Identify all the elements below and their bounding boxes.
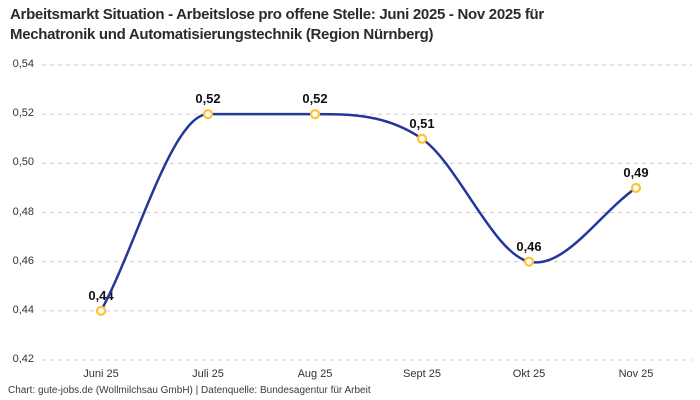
y-tick-label: 0,48 — [12, 205, 34, 218]
y-tick-label: 0,44 — [12, 303, 34, 316]
chart-attribution: Chart: gute-jobs.de (Wollmilchsau GmbH) … — [8, 385, 371, 396]
x-axis-label: Juni 25 — [83, 368, 119, 380]
x-axis-label: Nov 25 — [618, 368, 654, 380]
data-point-marker — [416, 133, 428, 144]
y-tick-label: 0,46 — [12, 254, 34, 267]
y-tick-label: 0,54 — [12, 58, 34, 70]
data-point-marker — [523, 256, 535, 267]
data-point-marker — [630, 182, 642, 194]
y-tick-label: 0,50 — [12, 156, 34, 169]
chart-title-line1: Arbeitsmarkt Situation - Arbeitslose pro… — [10, 6, 544, 23]
data-point-marker — [309, 109, 321, 120]
point-value-label: 0,52 — [302, 91, 328, 107]
x-axis-label: Juli 25 — [192, 368, 224, 380]
x-axis-label: Aug 25 — [297, 368, 333, 380]
x-axis-label: Okt 25 — [512, 368, 546, 380]
y-tick-label: 0,42 — [12, 353, 34, 365]
chart-title: Arbeitsmarkt Situation - Arbeitslose pro… — [10, 5, 544, 45]
point-value-label: 0,52 — [195, 91, 221, 107]
data-point-marker — [95, 305, 107, 316]
series-line — [99, 112, 637, 312]
chart-title-line2: Mechatronik und Automatisierungstechnik … — [10, 26, 434, 43]
point-value-label: 0,51 — [409, 115, 435, 131]
y-tick-label: 0,52 — [12, 107, 34, 120]
point-value-label: 0,46 — [516, 238, 542, 254]
point-value-label: 0,49 — [623, 164, 649, 180]
x-axis-label: Sept 25 — [403, 368, 441, 380]
data-point-marker — [202, 109, 214, 120]
